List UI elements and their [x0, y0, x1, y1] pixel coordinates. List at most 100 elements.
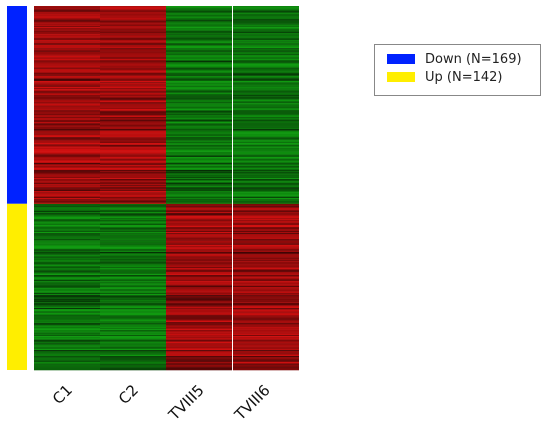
heatmap-cell: [233, 303, 299, 305]
heatmap-cell: [34, 267, 100, 269]
heatmap-cell: [166, 312, 232, 315]
heatmap-cell: [166, 245, 232, 248]
heatmap-cell: [100, 188, 166, 191]
heatmap-cell: [34, 87, 100, 90]
heatmap-cell: [166, 45, 232, 48]
heatmap-cell: [233, 118, 299, 120]
heatmap-cell: [233, 17, 299, 20]
heatmap-cell: [233, 326, 299, 329]
heatmap-cell: [166, 138, 232, 140]
heatmap-cell: [100, 288, 166, 290]
heatmap-cell: [100, 68, 166, 70]
heatmap-cell: [100, 276, 166, 278]
heatmap-cell: [100, 305, 166, 308]
heatmap-cell: [100, 302, 166, 304]
heatmap-cell: [100, 255, 166, 257]
heatmap-cell: [100, 344, 166, 346]
heatmap-cell: [166, 164, 232, 166]
heatmap-cell: [100, 196, 166, 199]
heatmap-cell: [34, 242, 100, 244]
heatmap-cell: [100, 237, 166, 240]
heatmap-cell: [166, 158, 232, 160]
heatmap-cell: [166, 71, 232, 74]
heatmap-cell: [233, 10, 299, 13]
heatmap-cell: [233, 358, 299, 360]
heatmap-cell: [166, 10, 232, 13]
heatmap-cell: [233, 268, 299, 270]
heatmap-cell: [166, 75, 232, 77]
heatmap-cell: [100, 323, 166, 325]
heatmap-cell: [34, 50, 100, 52]
heatmap-cell: [100, 133, 166, 136]
heatmap-cell: [166, 362, 232, 365]
heatmap-cell: [34, 200, 100, 202]
heatmap-cell: [233, 175, 299, 178]
heatmap-cell: [233, 22, 299, 24]
heatmap-cell: [166, 361, 232, 364]
heatmap-cell: [166, 278, 232, 281]
heatmap-cell: [100, 180, 166, 182]
heatmap-cell: [34, 368, 100, 371]
heatmap-cell: [233, 65, 299, 68]
heatmap-cell: [100, 90, 166, 92]
heatmap-cell: [233, 113, 299, 116]
heatmap-cell: [166, 284, 232, 287]
heatmap-cell: [34, 109, 100, 111]
heatmap-cell: [233, 262, 299, 264]
heatmap-cell: [166, 99, 232, 102]
heatmap-cell: [166, 139, 232, 141]
heatmap-cell: [100, 76, 166, 78]
heatmap-cell: [233, 201, 299, 203]
heatmap-cell: [233, 30, 299, 33]
heatmap-cell: [100, 193, 166, 195]
heatmap-cell: [100, 256, 166, 258]
heatmap-cell: [100, 144, 166, 146]
heatmap-cell: [233, 322, 299, 324]
heatmap-cell: [233, 117, 299, 119]
heatmap-cell: [34, 341, 100, 344]
heatmap-cell: [166, 196, 232, 199]
heatmap-cell: [166, 16, 232, 18]
heatmap-cell: [166, 272, 232, 275]
heatmap-cell: [233, 353, 299, 356]
heatmap-cell: [166, 55, 232, 57]
heatmap-cell: [166, 61, 232, 63]
heatmap-cell: [233, 221, 299, 223]
heatmap-cell: [100, 359, 166, 361]
heatmap-cell: [34, 214, 100, 216]
heatmap-cell: [34, 362, 100, 365]
heatmap-cell: [233, 76, 299, 78]
heatmap-cell: [34, 124, 100, 126]
heatmap-cell: [34, 295, 100, 297]
heatmap-cell: [166, 292, 232, 295]
heatmap-cell: [100, 230, 166, 233]
heatmap-cell: [34, 49, 100, 51]
heatmap-cell: [100, 15, 166, 17]
heatmap-cell: [166, 192, 232, 194]
heatmap-cell: [34, 216, 100, 219]
heatmap-cell: [166, 175, 232, 178]
heatmap-cell: [233, 231, 299, 234]
heatmap-cell: [166, 224, 232, 227]
heatmap-cell: [100, 231, 166, 234]
heatmap-cell: [233, 183, 299, 186]
heatmap-cell: [233, 167, 299, 169]
heatmap-cell: [233, 357, 299, 359]
heatmap-cell: [166, 103, 232, 105]
heatmap-cell: [233, 271, 299, 274]
heatmap-cell: [166, 271, 232, 274]
heatmap-cell: [34, 327, 100, 330]
heatmap-cell: [34, 254, 100, 256]
heatmap-cell: [34, 71, 100, 74]
heatmap-cell: [34, 276, 100, 278]
heatmap-cell: [166, 338, 232, 340]
heatmap-cell: [233, 366, 299, 368]
heatmap-cell: [233, 128, 299, 131]
heatmap-cell: [233, 188, 299, 191]
heatmap-cell: [166, 354, 232, 357]
heatmap-cell: [100, 208, 166, 210]
heatmap-cell: [34, 91, 100, 93]
heatmap-cell: [100, 333, 166, 336]
heatmap-cell: [166, 70, 232, 72]
heatmap-cell: [100, 242, 166, 244]
